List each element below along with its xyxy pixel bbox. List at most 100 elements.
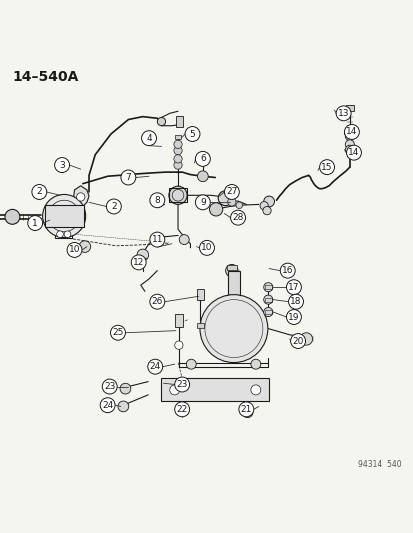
Circle shape (235, 202, 242, 208)
Circle shape (199, 240, 214, 255)
Bar (176, 116, 183, 126)
Circle shape (199, 295, 267, 362)
Circle shape (288, 294, 303, 309)
Circle shape (263, 295, 272, 304)
Circle shape (5, 209, 20, 224)
Text: 11: 11 (151, 235, 163, 244)
Circle shape (150, 232, 164, 247)
Circle shape (118, 401, 128, 412)
Circle shape (137, 249, 148, 261)
Text: 23: 23 (176, 380, 188, 389)
Bar (227, 271, 240, 295)
Circle shape (120, 383, 131, 394)
Circle shape (32, 184, 47, 199)
Circle shape (173, 161, 182, 169)
Text: 26: 26 (151, 297, 163, 306)
Circle shape (290, 334, 305, 349)
Circle shape (201, 241, 212, 253)
Circle shape (286, 280, 301, 295)
Text: 94314  540: 94314 540 (357, 459, 401, 469)
Text: 14: 14 (345, 127, 357, 136)
Circle shape (57, 231, 63, 238)
Circle shape (173, 147, 182, 155)
Circle shape (344, 126, 354, 135)
Circle shape (250, 385, 260, 395)
Text: 9: 9 (199, 198, 205, 207)
Circle shape (286, 310, 301, 325)
Text: 4: 4 (146, 134, 152, 143)
Circle shape (179, 235, 189, 245)
Circle shape (218, 191, 233, 206)
Text: 1: 1 (32, 219, 38, 228)
Circle shape (344, 140, 354, 149)
Text: 10: 10 (201, 244, 212, 252)
Text: 2: 2 (36, 188, 42, 197)
Text: 7: 7 (125, 173, 131, 182)
Text: 14: 14 (347, 148, 359, 157)
Circle shape (176, 405, 187, 416)
Text: 17: 17 (287, 282, 299, 292)
Circle shape (262, 206, 271, 215)
Circle shape (141, 131, 156, 146)
Bar (197, 289, 203, 300)
Bar (45, 205, 84, 227)
Circle shape (224, 184, 239, 199)
Circle shape (225, 264, 237, 277)
Text: 25: 25 (112, 328, 123, 337)
Circle shape (280, 263, 294, 278)
Bar (174, 135, 181, 139)
Circle shape (227, 198, 235, 206)
Text: 6: 6 (199, 155, 205, 163)
Circle shape (263, 282, 272, 292)
Text: 23: 23 (104, 382, 115, 391)
Bar (264, 285, 271, 289)
Circle shape (195, 151, 210, 166)
Circle shape (197, 171, 208, 182)
Text: 13: 13 (337, 109, 349, 118)
Text: 22: 22 (176, 405, 188, 414)
Circle shape (174, 341, 183, 349)
Text: 24: 24 (102, 401, 113, 410)
Text: 3: 3 (59, 160, 65, 169)
Circle shape (100, 398, 115, 413)
Circle shape (131, 255, 146, 270)
Circle shape (173, 140, 182, 149)
Text: 15: 15 (320, 163, 332, 172)
Text: 8: 8 (154, 196, 160, 205)
Text: 16: 16 (281, 266, 293, 275)
Circle shape (67, 243, 82, 257)
Circle shape (102, 379, 117, 394)
Text: 24: 24 (149, 362, 161, 371)
Circle shape (209, 203, 222, 216)
Circle shape (147, 359, 162, 374)
Bar (169, 188, 187, 203)
Circle shape (150, 294, 164, 309)
PathPatch shape (74, 186, 89, 208)
Circle shape (28, 215, 43, 230)
Text: 18: 18 (290, 297, 301, 306)
Circle shape (186, 359, 196, 369)
Circle shape (76, 193, 85, 201)
Circle shape (344, 132, 354, 141)
Circle shape (299, 333, 312, 345)
Circle shape (250, 359, 260, 369)
Circle shape (230, 210, 245, 225)
Circle shape (79, 241, 90, 253)
Circle shape (195, 195, 210, 210)
Circle shape (173, 155, 182, 163)
Circle shape (319, 160, 334, 175)
Circle shape (242, 407, 252, 418)
Text: 19: 19 (287, 312, 299, 321)
Text: 28: 28 (232, 213, 243, 222)
Text: 5: 5 (189, 130, 195, 139)
Text: 12: 12 (133, 258, 144, 267)
Bar (197, 323, 203, 328)
Bar (264, 297, 271, 302)
Circle shape (238, 402, 253, 417)
Bar (226, 265, 237, 270)
Bar (161, 378, 268, 401)
Circle shape (106, 199, 121, 214)
Circle shape (121, 170, 135, 185)
Text: 10: 10 (69, 245, 80, 254)
Circle shape (150, 193, 164, 208)
